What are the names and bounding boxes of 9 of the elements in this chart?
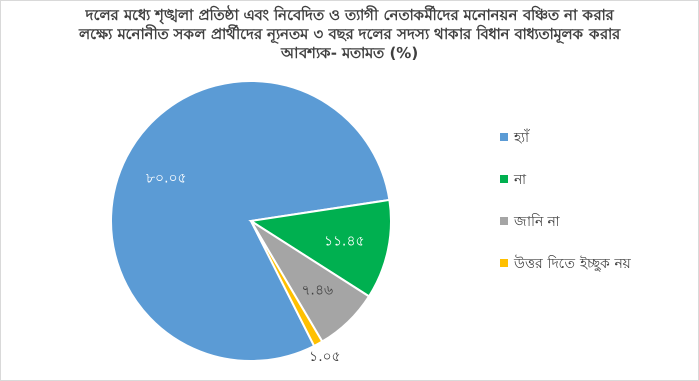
legend-label: না (513, 172, 527, 188)
legend-label: জানি না (513, 213, 560, 230)
legend-label: উত্তর দিতে ইচ্ছুক নয় (513, 255, 632, 272)
data-label: ৮০.০৫ (146, 170, 187, 186)
data-label: ৭.৪৬ (301, 282, 333, 298)
chart-title: দলের মধ্যে শৃঙ্খলা প্রতিষ্ঠা এবং নিবেদিত ও ত্যাগী নেতাকর্মীদের মনোনয়ন বঞ্চিত না করার লক্ষ্যে মনোনীত সকল প্রার্থীদের ন্যূনতম ৩ বছর দলের সদস্য থাকার বিধান বাধ্যতামূলক করার আবশ্যক- মতামত (%) (78, 5, 621, 62)
data-label: ১১.৪৫ (324, 234, 364, 250)
data-label: ১.০৫ (309, 349, 341, 366)
legend-label: হ্যাঁ (513, 129, 530, 146)
